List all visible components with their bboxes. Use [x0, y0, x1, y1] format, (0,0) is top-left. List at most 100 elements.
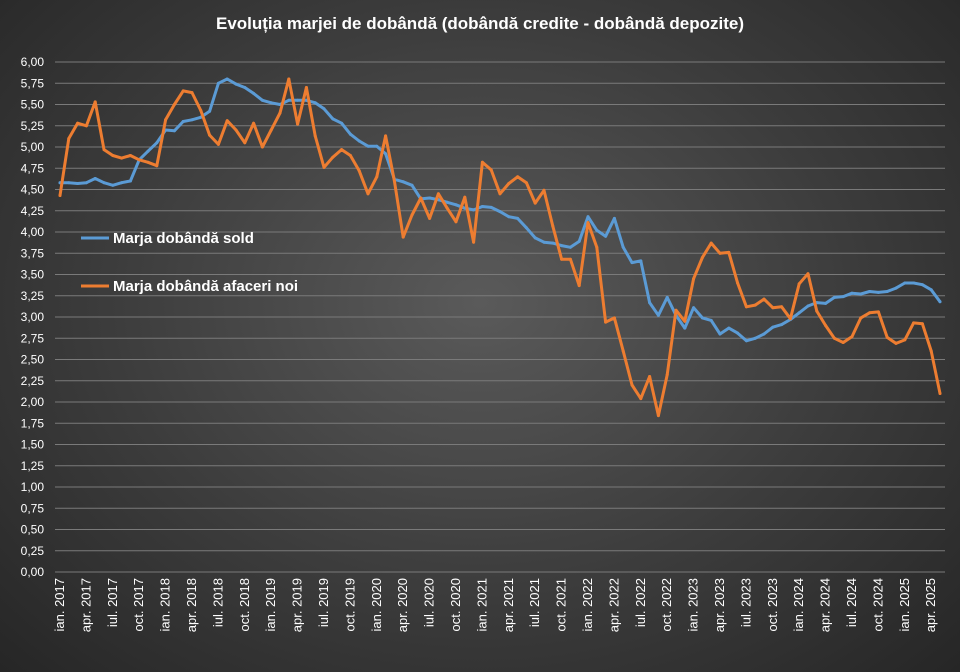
data-point	[577, 239, 581, 243]
data-point	[190, 118, 194, 122]
data-point	[428, 216, 432, 220]
y-tick-label: 1,50	[21, 438, 45, 452]
x-tick-label: oct. 2020	[448, 578, 463, 632]
x-tick-label: ian. 2020	[369, 578, 384, 632]
data-point	[331, 117, 335, 121]
data-point	[912, 321, 916, 325]
data-point	[208, 109, 212, 113]
data-point	[190, 91, 194, 95]
data-point	[357, 139, 361, 143]
data-point	[577, 284, 581, 288]
data-point	[850, 335, 854, 339]
data-point	[243, 86, 247, 89]
series-2	[58, 77, 942, 418]
x-tick-label: apr. 2018	[184, 578, 199, 632]
data-point	[665, 373, 669, 377]
data-point	[216, 142, 220, 146]
data-point	[93, 177, 97, 180]
data-point	[709, 241, 713, 245]
data-point	[876, 310, 880, 314]
data-point	[428, 196, 432, 200]
data-point	[929, 288, 933, 292]
series-layer	[58, 77, 942, 418]
series-1	[58, 77, 942, 343]
data-point	[287, 98, 291, 102]
data-point	[463, 195, 467, 199]
data-point	[815, 309, 819, 313]
x-tick-label: oct. 2021	[554, 578, 569, 632]
data-point	[868, 311, 872, 315]
data-point	[76, 121, 80, 125]
x-tick-label: ian. 2021	[474, 578, 489, 632]
data-point	[516, 175, 520, 179]
x-tick-label: ian. 2023	[686, 578, 701, 632]
data-point	[692, 277, 696, 281]
y-tick-label: 4,50	[21, 183, 45, 197]
data-point	[225, 77, 229, 81]
data-point	[155, 141, 159, 145]
data-point	[903, 338, 907, 342]
data-point	[595, 228, 599, 232]
data-point	[542, 188, 546, 192]
legend-label: Marja dobândă afaceri noi	[113, 278, 298, 295]
series-line	[58, 77, 942, 343]
data-point	[797, 311, 801, 315]
data-point	[771, 325, 775, 329]
data-point	[128, 154, 132, 157]
data-point	[120, 181, 124, 185]
y-tick-label: 6,00	[21, 55, 45, 69]
y-tick-label: 2,25	[21, 374, 45, 388]
data-point	[296, 122, 300, 126]
data-point	[542, 240, 546, 244]
data-point	[841, 341, 845, 344]
data-point	[287, 77, 291, 81]
data-point	[841, 295, 845, 299]
data-point	[375, 144, 379, 148]
x-tick-label: oct. 2022	[659, 578, 674, 632]
data-point	[419, 196, 423, 200]
data-point	[850, 291, 854, 295]
data-point	[84, 124, 88, 128]
data-point	[208, 133, 212, 137]
data-point	[859, 316, 863, 320]
data-point	[401, 235, 405, 239]
data-point	[744, 339, 748, 343]
data-point	[331, 155, 335, 159]
data-point	[920, 283, 924, 287]
data-point	[771, 306, 775, 310]
data-point	[692, 306, 696, 310]
y-tick-label: 5,00	[21, 140, 45, 154]
data-point	[120, 156, 124, 160]
data-point	[683, 326, 687, 330]
x-tick-label: iul. 2017	[105, 578, 120, 627]
data-point	[498, 210, 502, 214]
data-point	[181, 120, 185, 123]
data-point	[920, 322, 924, 326]
data-point	[181, 89, 185, 93]
data-point	[436, 192, 440, 196]
data-point	[797, 282, 801, 286]
data-point	[172, 103, 176, 106]
data-point	[410, 183, 414, 187]
data-point	[111, 154, 115, 157]
data-point	[700, 256, 704, 259]
data-point	[604, 234, 608, 238]
data-point	[313, 101, 317, 105]
x-tick-label: apr. 2017	[78, 578, 93, 632]
y-tick-label: 1,00	[21, 480, 45, 494]
x-tick-label: ian. 2025	[897, 578, 912, 632]
data-point	[551, 224, 555, 228]
x-tick-label: apr. 2021	[501, 578, 516, 632]
data-point	[524, 181, 528, 185]
data-point	[278, 111, 282, 115]
x-tick-label: ian. 2022	[580, 578, 595, 632]
data-point	[260, 98, 264, 102]
x-tick-label: apr. 2019	[290, 578, 305, 632]
x-tick-label: ian. 2018	[158, 578, 173, 632]
data-point	[516, 216, 520, 220]
y-tick-label: 0,00	[21, 565, 45, 579]
data-point	[472, 208, 476, 212]
y-tick-label: 1,75	[21, 416, 45, 430]
y-tick-label: 0,25	[21, 544, 45, 558]
data-point	[480, 205, 484, 208]
